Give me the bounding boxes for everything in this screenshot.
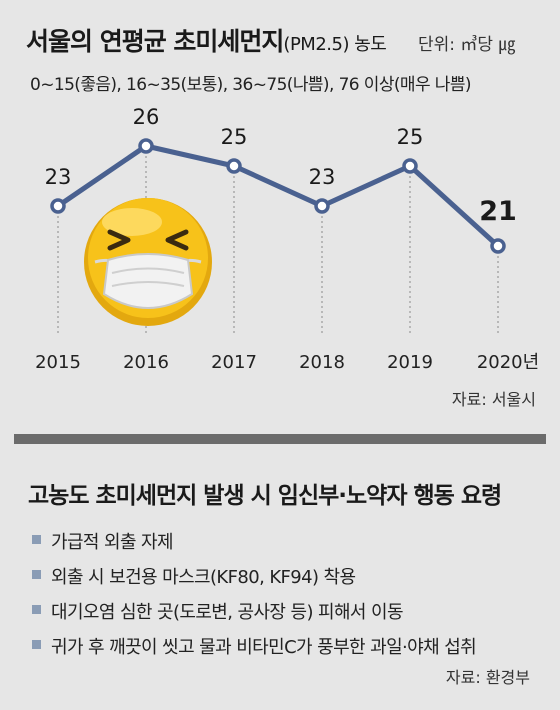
data-label: 26 [133, 105, 160, 129]
bullet-square-icon [32, 640, 41, 649]
chart-title-main: 서울의 연평균 초미세먼지 [26, 27, 284, 56]
tip-item: 외출 시 보건용 마스크(KF80, KF94) 착용 [32, 563, 476, 598]
tips-list: 가급적 외출 자제 외출 시 보건용 마스크(KF80, KF94) 착용 대기… [32, 528, 477, 668]
tip-text: 귀가 후 깨끗이 씻고 물과 비타민C가 풍부한 과일·야채 섭취 [51, 637, 477, 658]
x-tick-label: 2019 [387, 352, 433, 373]
chart-panel: 서울의 연평균 초미세먼지(PM2.5) 농도 단위: ㎥당 ㎍ 0~15(좋음… [26, 22, 539, 409]
tip-text: 외출 시 보건용 마스크(KF80, KF94) 착용 [51, 567, 356, 588]
chart-title: 서울의 연평균 초미세먼지(PM2.5) 농도 [26, 22, 387, 58]
data-point [314, 198, 330, 214]
data-label: 23 [45, 165, 72, 189]
tip-text: 대기오염 심한 곳(도로변, 공사장 등) 피해서 이동 [51, 602, 404, 623]
data-label: 25 [221, 125, 248, 149]
data-point [490, 238, 506, 254]
tips-panel: 고농도 초미세먼지 발생 시 임신부·노약자 행동 요령 가급적 외출 자제 외… [0, 444, 560, 710]
data-label: 21 [479, 196, 517, 227]
data-point [138, 138, 154, 154]
x-tick-label: 2016 [123, 352, 169, 373]
unit-label: 단위: ㎥당 ㎍ [418, 35, 516, 55]
data-point [226, 158, 242, 174]
level-legend: 0~15(좋음), 16~35(보통), 36~75(나쁨), 76 이상(매우… [30, 75, 472, 95]
line-chart: 23 26 25 23 25 21 2015 2016 2017 2018 2019 2020년 [35, 105, 539, 373]
x-tick-labels: 2015 2016 2017 2018 2019 2020년 [35, 352, 539, 373]
tip-text: 가급적 외출 자제 [51, 532, 174, 553]
data-label: 23 [309, 165, 336, 189]
data-points [50, 138, 506, 254]
tip-item: 대기오염 심한 곳(도로변, 공사장 등) 피해서 이동 [32, 598, 476, 633]
tips-source: 자료: 환경부 [445, 668, 530, 687]
chart-title-sub: (PM2.5) 농도 [283, 34, 387, 55]
data-point [402, 158, 418, 174]
data-label: 25 [397, 125, 424, 149]
tips-title: 고농도 초미세먼지 발생 시 임신부·노약자 행동 요령 [28, 483, 502, 509]
section-divider [14, 434, 546, 444]
bullet-square-icon [32, 535, 41, 544]
chart-source: 자료: 서울시 [451, 390, 536, 409]
tip-item: 귀가 후 깨끗이 씻고 물과 비타민C가 풍부한 과일·야채 섭취 [32, 633, 477, 668]
x-tick-label: 2015 [35, 352, 81, 373]
data-labels: 23 26 25 23 25 21 [45, 105, 517, 227]
bullet-square-icon [32, 605, 41, 614]
bullet-square-icon [32, 570, 41, 579]
x-tick-label: 2020년 [477, 352, 539, 373]
face-with-mask-icon [84, 198, 212, 326]
x-tick-label: 2017 [211, 352, 257, 373]
data-point [50, 198, 66, 214]
series-line [55, 143, 501, 249]
x-tick-label: 2018 [299, 352, 345, 373]
tip-item: 가급적 외출 자제 [32, 528, 476, 563]
